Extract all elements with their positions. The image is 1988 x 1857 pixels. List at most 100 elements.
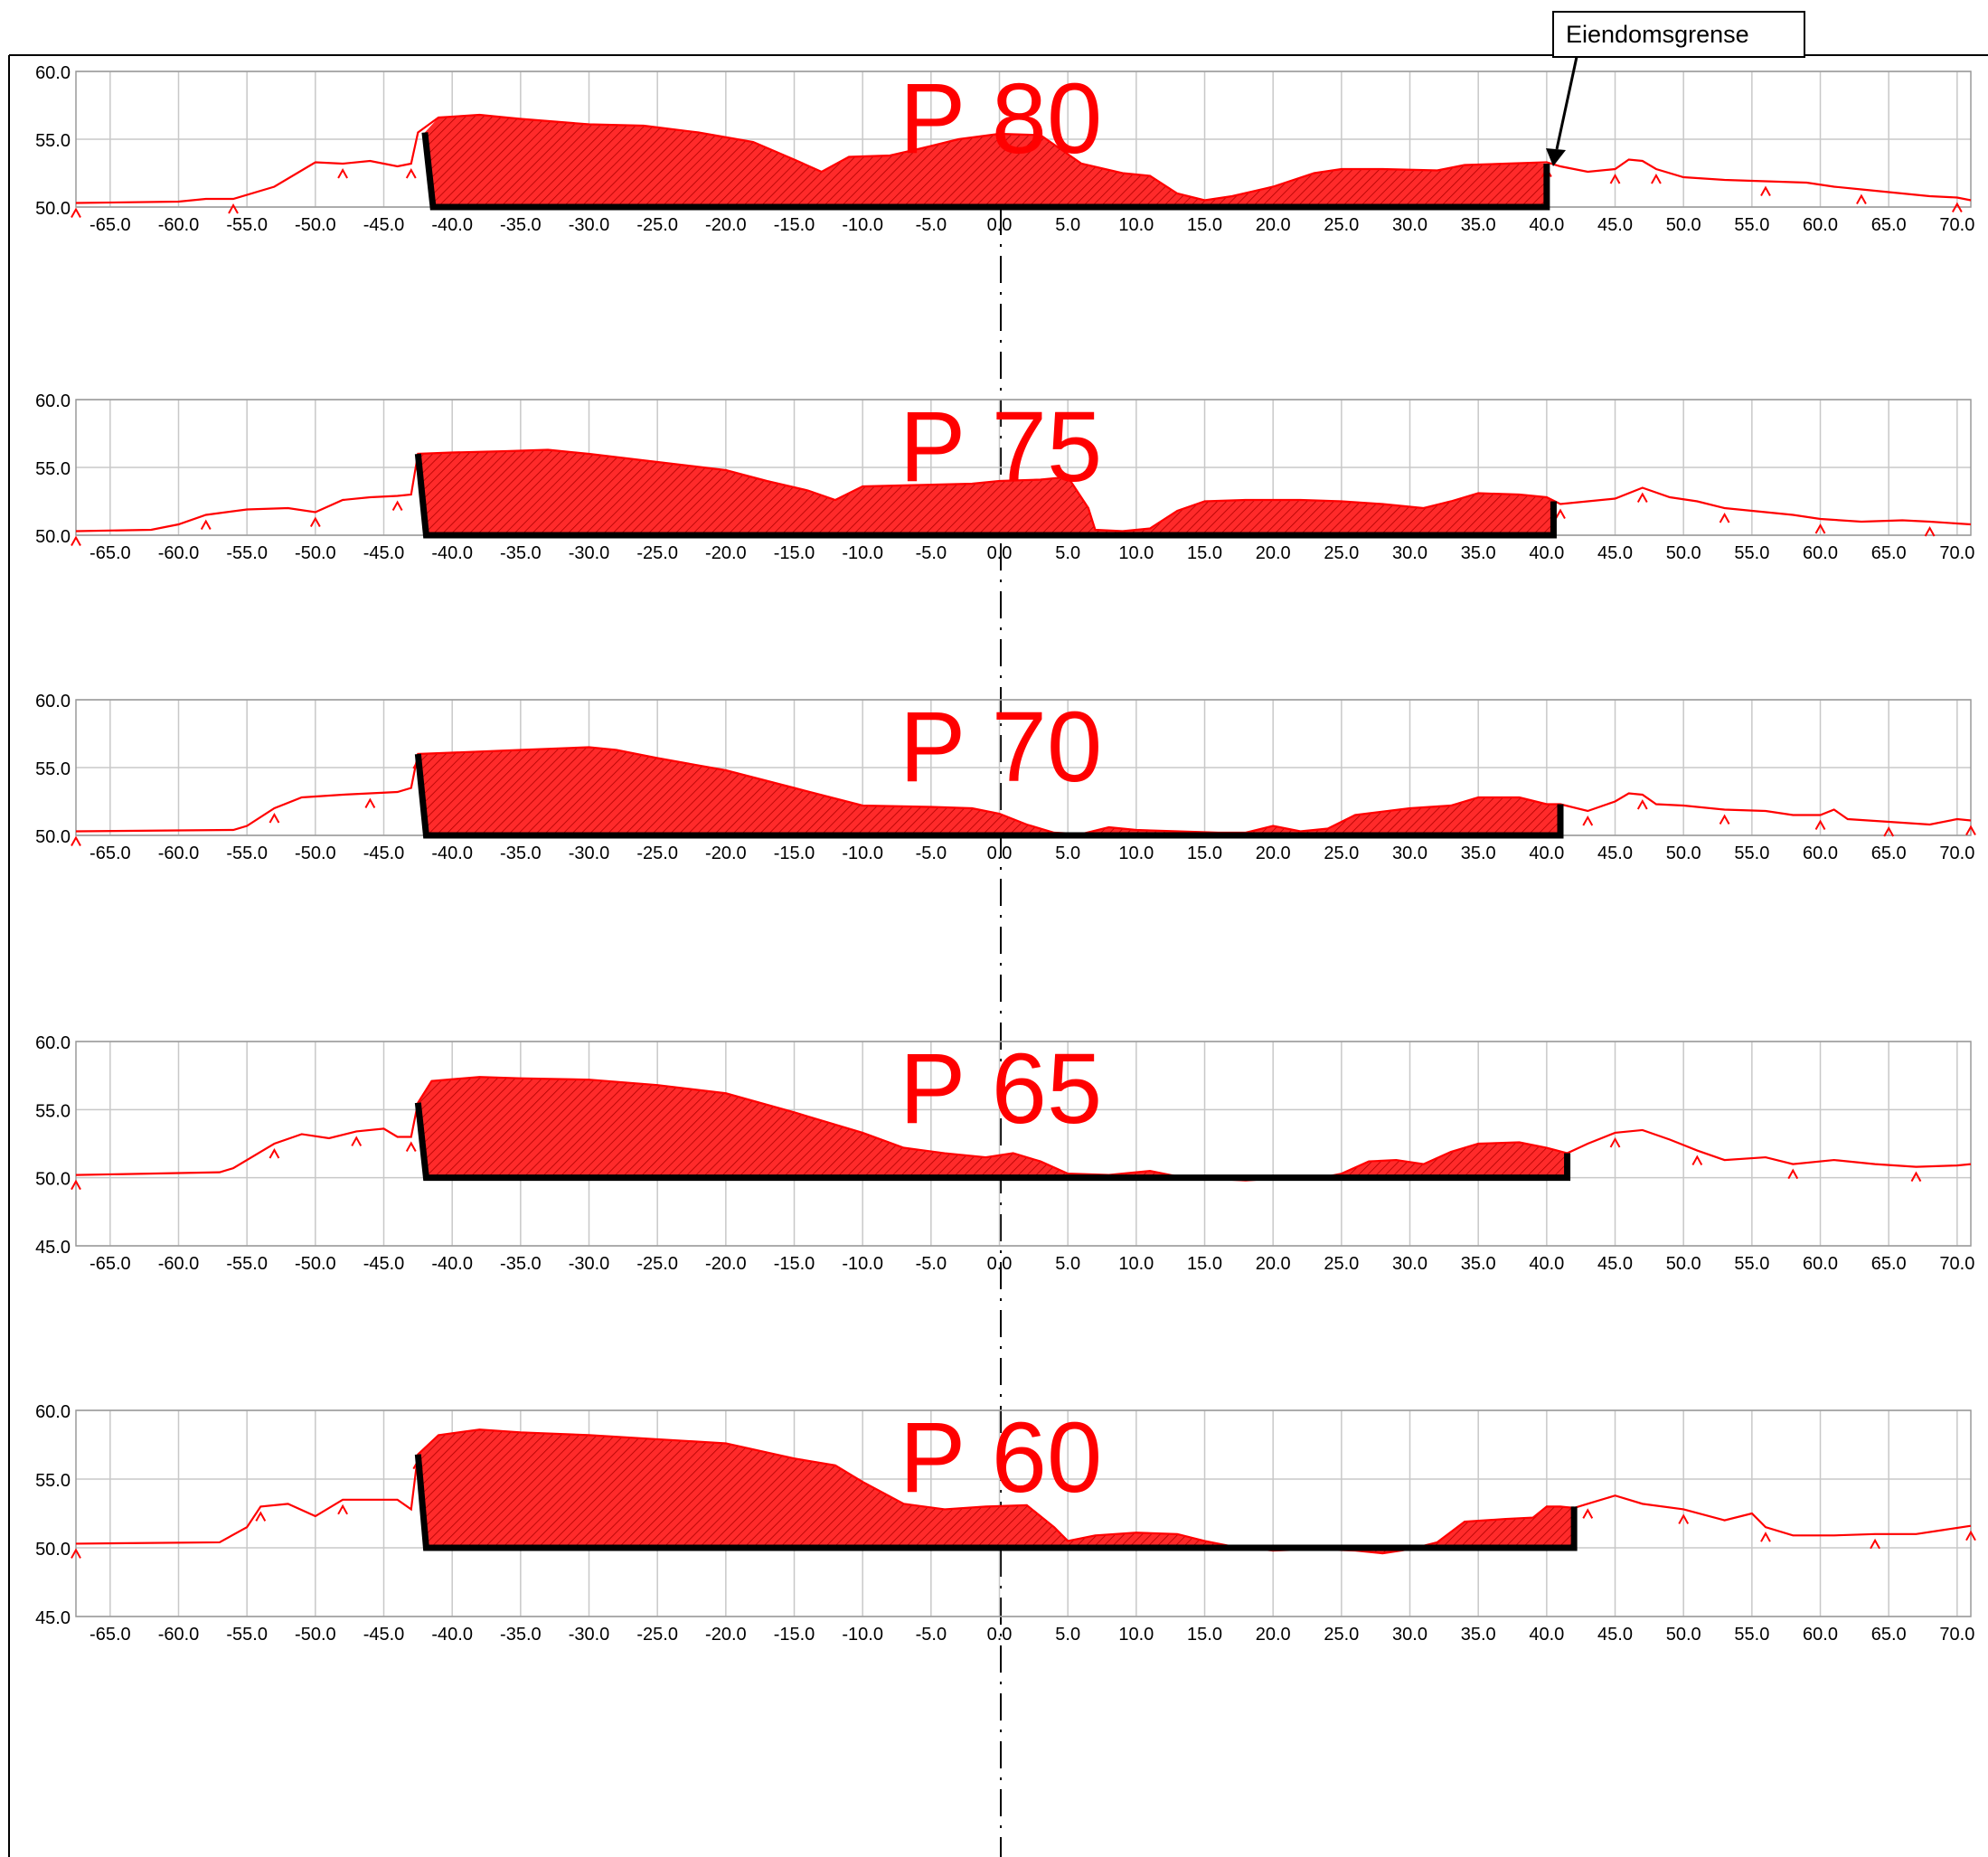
callout-box	[1552, 11, 1805, 58]
x-tick-label: -50.0	[295, 1625, 336, 1645]
x-tick-label: -25.0	[636, 1254, 678, 1274]
y-tick-label: 60.0	[35, 63, 71, 83]
x-tick-label: 30.0	[1392, 844, 1427, 863]
x-tick-label: 55.0	[1734, 543, 1769, 563]
terrain-marker	[1636, 798, 1648, 810]
x-tick-label: 45.0	[1597, 844, 1633, 863]
x-tick-label: 60.0	[1803, 844, 1838, 863]
section-title: P 80	[900, 63, 1102, 174]
x-tick-label: 10.0	[1118, 844, 1154, 863]
x-tick-label: 35.0	[1461, 1625, 1496, 1645]
terrain-marker	[337, 1504, 348, 1515]
x-tick-label: -50.0	[295, 1254, 336, 1274]
section-title: P 65	[900, 1033, 1102, 1145]
terrain-marker	[1870, 1538, 1880, 1550]
x-tick-label: -10.0	[842, 844, 883, 863]
x-tick-label: 30.0	[1392, 1625, 1427, 1645]
terrain-marker	[269, 812, 280, 824]
y-tick-label: 60.0	[35, 1033, 71, 1053]
x-tick-label: -50.0	[295, 543, 336, 563]
terrain-marker	[1965, 1530, 1976, 1541]
excavation-outline	[414, 1454, 1578, 1551]
y-tick-label: 60.0	[35, 1402, 71, 1422]
x-tick-label: 55.0	[1734, 1254, 1769, 1274]
x-tick-label: 40.0	[1529, 1625, 1564, 1645]
x-tick-label: -35.0	[500, 1254, 542, 1274]
x-tick-label: -45.0	[363, 844, 405, 863]
terrain-marker	[351, 1136, 363, 1146]
x-tick-label: 5.0	[1055, 543, 1080, 563]
terrain-marker	[1678, 1513, 1690, 1524]
x-tick-label: -60.0	[158, 844, 200, 863]
x-tick-label: -45.0	[363, 215, 405, 235]
x-tick-label: -30.0	[569, 844, 610, 863]
y-tick-label: 55.0	[35, 759, 71, 779]
y-tick-label: 55.0	[35, 1471, 71, 1491]
x-tick-label: -10.0	[842, 543, 883, 563]
section-panel-p80: 50.0 55.0 60.0 -65.0 -60.0 -55.0 -50.0 -45.0 -40…	[35, 63, 1974, 235]
x-tick-label: -50.0	[295, 844, 336, 863]
terrain-marker	[1814, 819, 1826, 830]
y-tick-label: 50.0	[35, 1540, 71, 1560]
x-tick-label: 60.0	[1803, 543, 1838, 563]
section-title: P 60	[900, 1402, 1102, 1513]
terrain-marker	[1951, 202, 1963, 212]
x-tick-label: -10.0	[842, 1254, 883, 1274]
x-tick-label: 0.0	[987, 543, 1013, 563]
x-tick-label: 50.0	[1666, 215, 1701, 235]
x-tick-label: 50.0	[1666, 1254, 1701, 1274]
x-tick-label: 20.0	[1256, 543, 1291, 563]
x-tick-label: -25.0	[636, 215, 678, 235]
x-tick-label: -25.0	[636, 1625, 678, 1645]
x-tick-label: -55.0	[226, 1254, 268, 1274]
cut-area	[418, 1429, 1575, 1554]
x-tick-label: 45.0	[1597, 1625, 1633, 1645]
x-tick-label: -20.0	[705, 215, 747, 235]
excavation-outline	[414, 1102, 1571, 1182]
excavation-outline	[414, 753, 1564, 839]
x-tick-label: -5.0	[916, 844, 947, 863]
excavation-outline	[414, 453, 1557, 539]
x-tick-label: -40.0	[431, 1254, 473, 1274]
x-tick-label: 15.0	[1187, 215, 1222, 235]
terrain-marker	[1856, 193, 1867, 204]
terrain-marker	[337, 167, 348, 179]
section-panel-p65: 45.0 50.0 55.0 60.0 -65.0 -60.0 -55.0 -50.0 -45.…	[35, 1033, 1974, 1274]
terrain-marker	[364, 797, 376, 808]
x-tick-label: 0.0	[987, 1254, 1013, 1274]
y-tick-label: 55.0	[35, 1101, 71, 1121]
x-tick-label: 0.0	[987, 215, 1013, 235]
x-tick-label: -60.0	[158, 543, 200, 563]
x-tick-label: 10.0	[1118, 1254, 1154, 1274]
terrain-marker	[1609, 173, 1621, 184]
x-tick-label: -60.0	[158, 215, 200, 235]
x-tick-label: 20.0	[1256, 1625, 1291, 1645]
x-tick-label: -40.0	[431, 215, 473, 235]
x-tick-label: 35.0	[1461, 1254, 1496, 1274]
cut-area	[418, 1077, 1568, 1181]
y-tick-label: 50.0	[35, 1170, 71, 1190]
x-tick-label: 0.0	[987, 1625, 1013, 1645]
x-tick-label: 15.0	[1187, 844, 1222, 863]
x-tick-label: -30.0	[569, 215, 610, 235]
x-tick-label: -5.0	[916, 1625, 947, 1645]
y-tick-label: 45.0	[35, 1608, 71, 1628]
terrain-marker	[1965, 825, 1976, 835]
x-tick-label: -40.0	[431, 543, 473, 563]
terrain-marker	[1924, 525, 1936, 537]
terrain-marker	[71, 835, 81, 846]
x-tick-label: -15.0	[774, 1254, 815, 1274]
x-tick-label: 40.0	[1529, 543, 1564, 563]
terrain-marker	[405, 167, 417, 179]
x-tick-label: 35.0	[1461, 844, 1496, 863]
x-tick-label: -5.0	[916, 215, 947, 235]
x-tick-label: -20.0	[705, 543, 747, 563]
terrain-marker	[1883, 825, 1895, 837]
cut-area	[418, 449, 1554, 535]
terrain-marker	[1760, 185, 1771, 196]
x-tick-label: 55.0	[1734, 844, 1769, 863]
x-tick-label: -20.0	[705, 1254, 747, 1274]
x-tick-label: 65.0	[1871, 1625, 1907, 1645]
x-tick-label: -35.0	[500, 844, 542, 863]
